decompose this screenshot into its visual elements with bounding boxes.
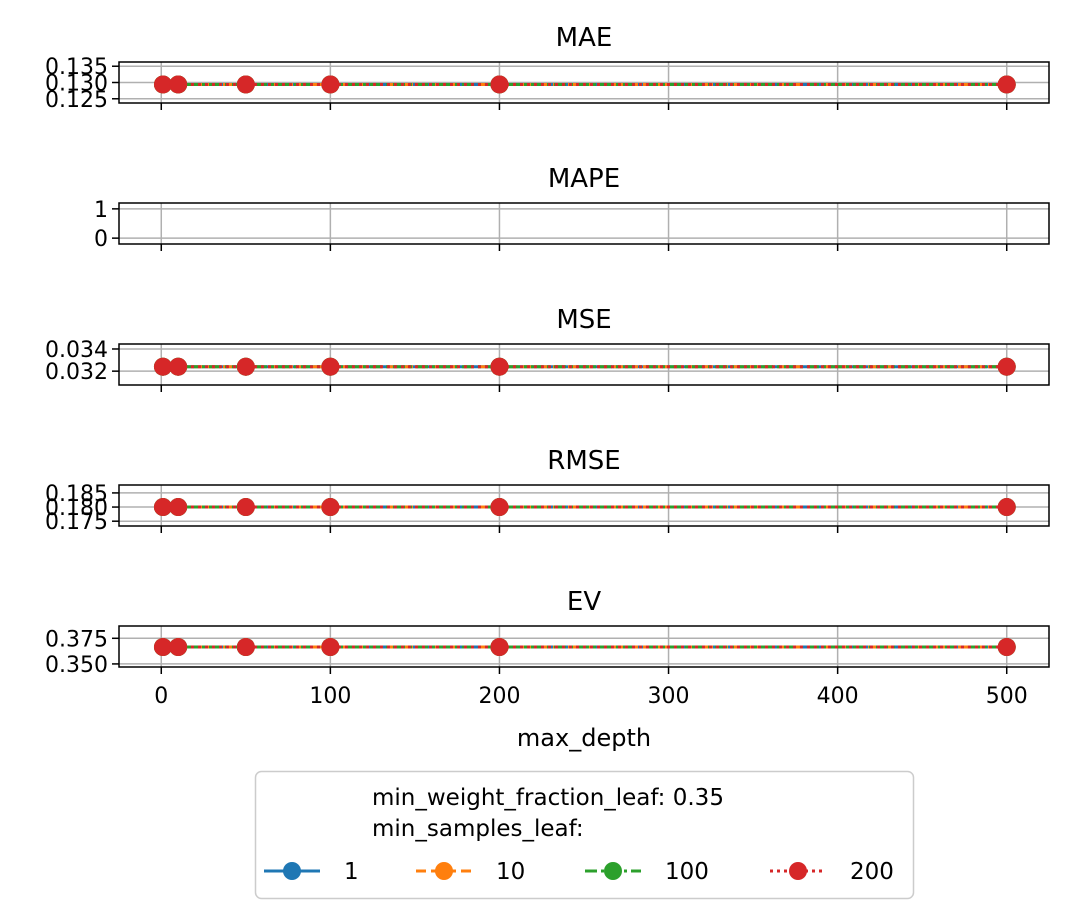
data-point-200 <box>169 638 188 657</box>
legend-title-line1: min_weight_fraction_leaf: 0.35 <box>372 785 724 811</box>
y-tick-label: 1 <box>94 198 108 223</box>
data-point-200 <box>321 498 340 517</box>
panel-title: MSE <box>556 305 611 335</box>
axes-frame <box>118 625 1050 668</box>
legend-marker <box>604 862 622 880</box>
axes-frame <box>118 61 1050 104</box>
legend-label: 100 <box>665 859 709 885</box>
y-tick-label: 0.135 <box>45 55 108 80</box>
data-point-200 <box>236 498 255 517</box>
axes-frame <box>118 343 1050 386</box>
x-tick-label: 400 <box>817 684 859 709</box>
legend-label: 1 <box>344 859 359 885</box>
y-tick-label: 0.180 <box>45 496 108 521</box>
legend-marker <box>789 862 807 880</box>
y-tick-label: 0.350 <box>45 653 108 678</box>
y-tick-label: 0.375 <box>45 627 108 652</box>
data-point-200 <box>169 498 188 517</box>
data-point-200 <box>169 75 188 94</box>
axes-frame <box>118 202 1050 245</box>
y-tick-label: 0.034 <box>45 338 108 363</box>
data-point-200 <box>490 357 509 376</box>
data-point-200 <box>997 357 1016 376</box>
legend-entry-100: 100 <box>585 859 709 885</box>
data-point-200 <box>490 498 509 517</box>
data-point-200 <box>236 75 255 94</box>
legend-frame <box>254 770 915 900</box>
y-tick-label: 0.130 <box>45 72 108 97</box>
legend-label: 10 <box>496 859 525 885</box>
data-point-200 <box>153 357 172 376</box>
legend-marker <box>283 862 301 880</box>
y-tick-label: 0.125 <box>45 88 108 113</box>
x-tick-label: 100 <box>309 684 351 709</box>
data-point-200 <box>153 75 172 94</box>
data-point-200 <box>997 498 1016 517</box>
panel-title: MAE <box>556 23 613 53</box>
data-point-200 <box>321 357 340 376</box>
x-tick-label: 500 <box>986 684 1028 709</box>
legend-entries: 1 10 100 200 <box>264 859 894 885</box>
x-axis-label: max_depth <box>517 724 651 752</box>
legend-entry-10: 10 <box>416 859 525 885</box>
panel-title: MAPE <box>548 164 620 194</box>
data-point-200 <box>997 75 1016 94</box>
x-tick-label: 200 <box>478 684 520 709</box>
panel-mape: MAPE 0 1 <box>94 164 1050 252</box>
x-tick-label: 0 <box>154 684 168 709</box>
y-tick-label: 0 <box>94 227 108 252</box>
data-point-200 <box>169 357 188 376</box>
data-point-200 <box>997 638 1016 657</box>
panel-title: RMSE <box>547 446 620 476</box>
legend: min_weight_fraction_leaf: 0.35 min_sampl… <box>254 770 915 900</box>
y-tick-label: 0.185 <box>45 482 108 507</box>
legend-title-line2: min_samples_leaf: <box>372 816 584 842</box>
y-tick-label: 0.175 <box>45 510 108 535</box>
data-point-200 <box>490 75 509 94</box>
data-point-200 <box>321 75 340 94</box>
data-point-200 <box>490 638 509 657</box>
data-point-200 <box>236 638 255 657</box>
legend-entry-200: 200 <box>770 859 894 885</box>
legend-marker <box>435 862 453 880</box>
axes-frame <box>118 484 1050 527</box>
data-point-200 <box>153 638 172 657</box>
legend-label: 200 <box>850 859 894 885</box>
y-tick-label: 0.032 <box>45 360 108 385</box>
legend-entry-1: 1 <box>264 859 359 885</box>
data-point-200 <box>153 498 172 517</box>
x-tick-label: 300 <box>648 684 690 709</box>
panel-title: EV <box>567 587 601 617</box>
data-point-200 <box>321 638 340 657</box>
data-point-200 <box>236 357 255 376</box>
